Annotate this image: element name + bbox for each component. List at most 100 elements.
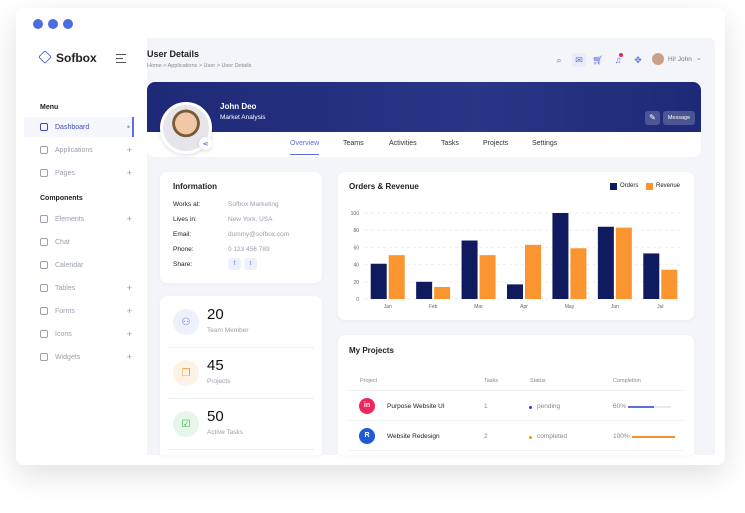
chart-title: Orders & Revenue [349,182,419,191]
mail-icon[interactable]: ✉ [572,53,586,67]
orders-revenue-chart: 0 20 40 60 80 100 Jan Feb Mar Apr May Jun Jul [351,211,683,310]
x-tick-label: Jul [657,304,663,310]
bar-revenue-may[interactable] [570,248,587,299]
search-icon[interactable]: ⌕ [556,54,562,65]
x-tick-label: Jun [611,304,619,310]
facebook-icon[interactable]: f [228,258,241,270]
sidebar-item-label: Forms [55,307,75,315]
bar-orders-apr[interactable] [507,284,523,299]
user-avatar[interactable] [652,53,664,65]
components-section-label: Components [40,195,83,202]
profile-banner [147,82,701,132]
column-header: Tasks [484,378,499,384]
info-label: Works at: [173,201,201,208]
tab-projects[interactable]: Projects [483,140,509,147]
tab-tasks[interactable]: Tasks [441,140,459,147]
sidebar-item-applications[interactable]: Applications + [24,140,134,160]
projects-card [338,335,694,455]
page-title: User Details [147,49,200,59]
expand-indicator: + [126,168,132,178]
form-icon [40,307,48,315]
settings-icon[interactable]: ✥ [634,54,642,65]
cart-icon[interactable]: 🛒︎ [592,54,604,65]
sidebar-item-elements[interactable]: Elements + [24,209,134,229]
user-greeting[interactable]: Hi! John [668,56,692,63]
calendar-icon [40,261,48,269]
bar-revenue-feb[interactable] [434,286,451,299]
bell-icon[interactable]: ♫ [614,53,623,65]
stat-label: Projects [207,378,231,385]
bar-orders-jan[interactable] [370,263,387,299]
legend-label[interactable]: Orders [620,183,639,189]
bar-revenue-apr[interactable] [525,244,541,299]
info-icon [40,330,48,338]
sidebar-item-pages[interactable]: Pages + [24,163,134,183]
profile-card [147,82,701,157]
sidebar-item-chat[interactable]: Chat [24,232,134,252]
x-tick-label: Feb [429,304,438,310]
sidebar-item-label: Calendar [55,261,84,269]
divider [349,390,683,391]
sidebar-item-icons[interactable]: Icons + [24,324,134,344]
bar-revenue-jan[interactable] [388,255,405,299]
sidebar-item-label: Chat [55,238,70,246]
y-tick-label: 40 [353,263,359,269]
bar-revenue-mar[interactable] [479,255,496,299]
progress-bar [632,436,675,438]
expand-indicator: + [126,283,132,293]
chevron-down-icon[interactable]: ⌄ [696,55,702,62]
expand-indicator: + [126,352,132,362]
info-value: Sofbox Marketing [228,201,279,208]
bar-orders-jun[interactable] [597,226,614,299]
tab-activities[interactable]: Activities [389,140,417,147]
sidebar-item-calendar[interactable]: Calendar [24,255,134,275]
project-completion: 60% [613,403,627,410]
y-tick-label: 100 [351,211,360,217]
y-tick-label: 0 [356,297,359,303]
divider [168,398,314,399]
share-label: Share: [173,261,193,268]
bar-revenue-jul[interactable] [661,269,678,299]
bar-orders-mar[interactable] [461,240,478,299]
x-tick-label: May [565,304,575,310]
expand-indicator: + [126,306,132,316]
expand-indicator: + [126,329,132,339]
project-name[interactable]: Website Redesign [387,433,440,440]
stat-value: 50 [207,408,224,425]
bar-orders-feb[interactable] [416,281,433,299]
legend-swatch [646,183,653,190]
information-card [160,172,322,283]
project-name[interactable]: Purpose Website UI [387,403,445,410]
twitter-icon[interactable]: t [244,258,257,270]
users-icon: ⚇ [173,309,199,335]
info-value: 0 123 456 789 [228,246,270,253]
message-button[interactable]: Message [663,111,695,125]
sidebar-item-forms[interactable]: Forms + [24,301,134,321]
profile-role: Market Analysis [220,114,266,121]
bar-orders-may[interactable] [552,213,569,299]
tab-settings[interactable]: Settings [532,140,558,147]
tab-teams[interactable]: Teams [343,140,364,147]
legend-label[interactable]: Revenue [656,183,681,189]
bar-orders-jul[interactable] [643,253,660,299]
info-label: Lives in: [173,216,197,223]
tab-overview[interactable]: Overview [290,140,320,155]
project-status: pending [537,403,561,410]
info-label: Email: [173,231,192,238]
sidebar-item-label: Pages [55,169,75,177]
sidebar-item-dashboard[interactable]: Dashboard • [24,117,134,137]
share-icon[interactable]: ⋖ [199,137,212,150]
edit-icon[interactable]: ✎ [645,111,660,125]
clipboard-icon [40,146,48,154]
expand-indicator: • [126,122,130,132]
info-value: dummy@sofbox.com [228,231,290,238]
expand-indicator: + [126,214,132,224]
sidebar-item-tables[interactable]: Tables + [24,278,134,298]
bar-revenue-jun[interactable] [615,227,632,299]
sidebar-item-widgets[interactable]: Widgets + [24,347,134,367]
menu-toggle-icon[interactable] [116,54,126,63]
projects-title: My Projects [349,346,394,355]
breadcrumb[interactable]: Home > Applications > User > User Detail… [147,63,252,69]
x-tick-label: Jan [384,304,392,310]
info-value: New York, USA [228,216,273,223]
